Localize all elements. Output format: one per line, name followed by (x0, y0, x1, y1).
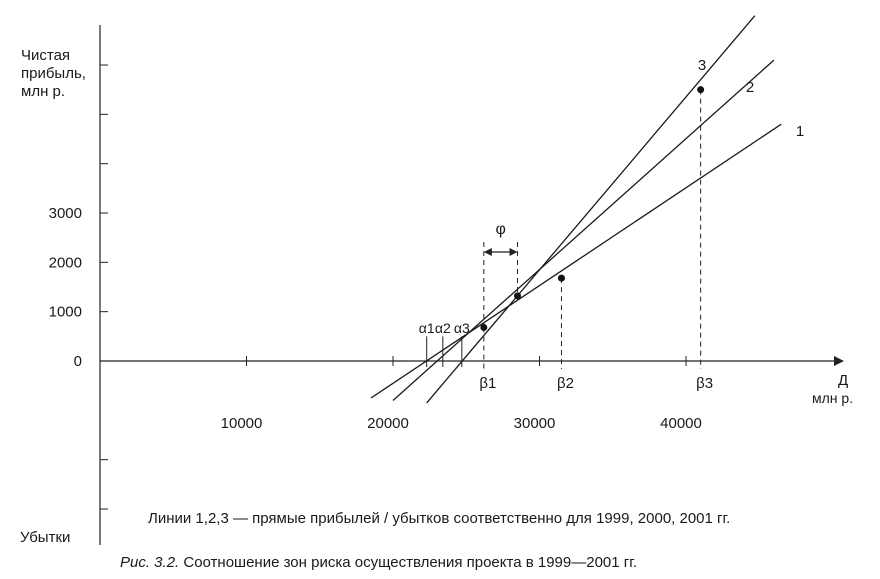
x-tick-label: 10000 (221, 415, 263, 432)
beta-label: β3 (696, 375, 713, 392)
y-axis-label-line-2: прибыль, (21, 65, 86, 82)
y-tick-label: 3000 (49, 205, 82, 222)
series-line-3 (426, 15, 756, 404)
legend-note: Линии 1,2,3 — прямые прибылей / убытков … (148, 510, 731, 527)
x-tick-label: 20000 (367, 415, 409, 432)
figure-caption: Рис. 3.2. Соотношение зон риска осуществ… (120, 554, 637, 571)
losses-label: Убытки (20, 529, 71, 546)
caption-text: Соотношение зон риска осуществления прое… (179, 554, 638, 571)
data-point (514, 292, 522, 300)
chart-series: 1 2 3 (370, 15, 804, 404)
series-label-1: 1 (796, 123, 804, 140)
y-tick-label: 1000 (49, 304, 82, 321)
series-label-3: 3 (698, 57, 706, 74)
x-axis-arrow (834, 356, 844, 366)
y-tick-label: 0 (74, 353, 82, 370)
series-label-2: 2 (746, 79, 754, 96)
data-point (480, 323, 488, 331)
data-point (557, 274, 565, 282)
beta-label: β2 (557, 375, 574, 392)
chart-axes: 0 1000 2000 3000 10000 20000 30000 40000 (49, 25, 844, 545)
phi-arrow-right (509, 248, 518, 256)
y-axis-label-line-1: Чистая (21, 47, 71, 64)
caption-prefix: Рис. 3.2. (120, 554, 180, 571)
x-axis-unit: млн р. (812, 390, 854, 406)
alpha-label: α2 (435, 320, 451, 336)
x-tick-label: 40000 (660, 415, 702, 432)
y-axis-label-line-3: млн р. (21, 83, 66, 100)
series-line-2 (392, 59, 775, 401)
y-axis-label: Чистая прибыль, млн р. (21, 47, 86, 101)
beta-label: β1 (479, 375, 496, 392)
data-point (697, 86, 705, 94)
y-tick-label: 2000 (49, 254, 82, 271)
x-tick-label: 30000 (514, 415, 556, 432)
alpha-label: α3 (454, 320, 470, 336)
series-line-1 (370, 123, 782, 399)
alpha-label: α1 (419, 320, 435, 336)
phi-label: φ (495, 221, 505, 238)
chart-marks: α1 α2 α3 β2 β3 β1 φ (419, 86, 713, 392)
x-axis-label: Д (838, 372, 849, 389)
phi-arrow-left (483, 248, 492, 256)
